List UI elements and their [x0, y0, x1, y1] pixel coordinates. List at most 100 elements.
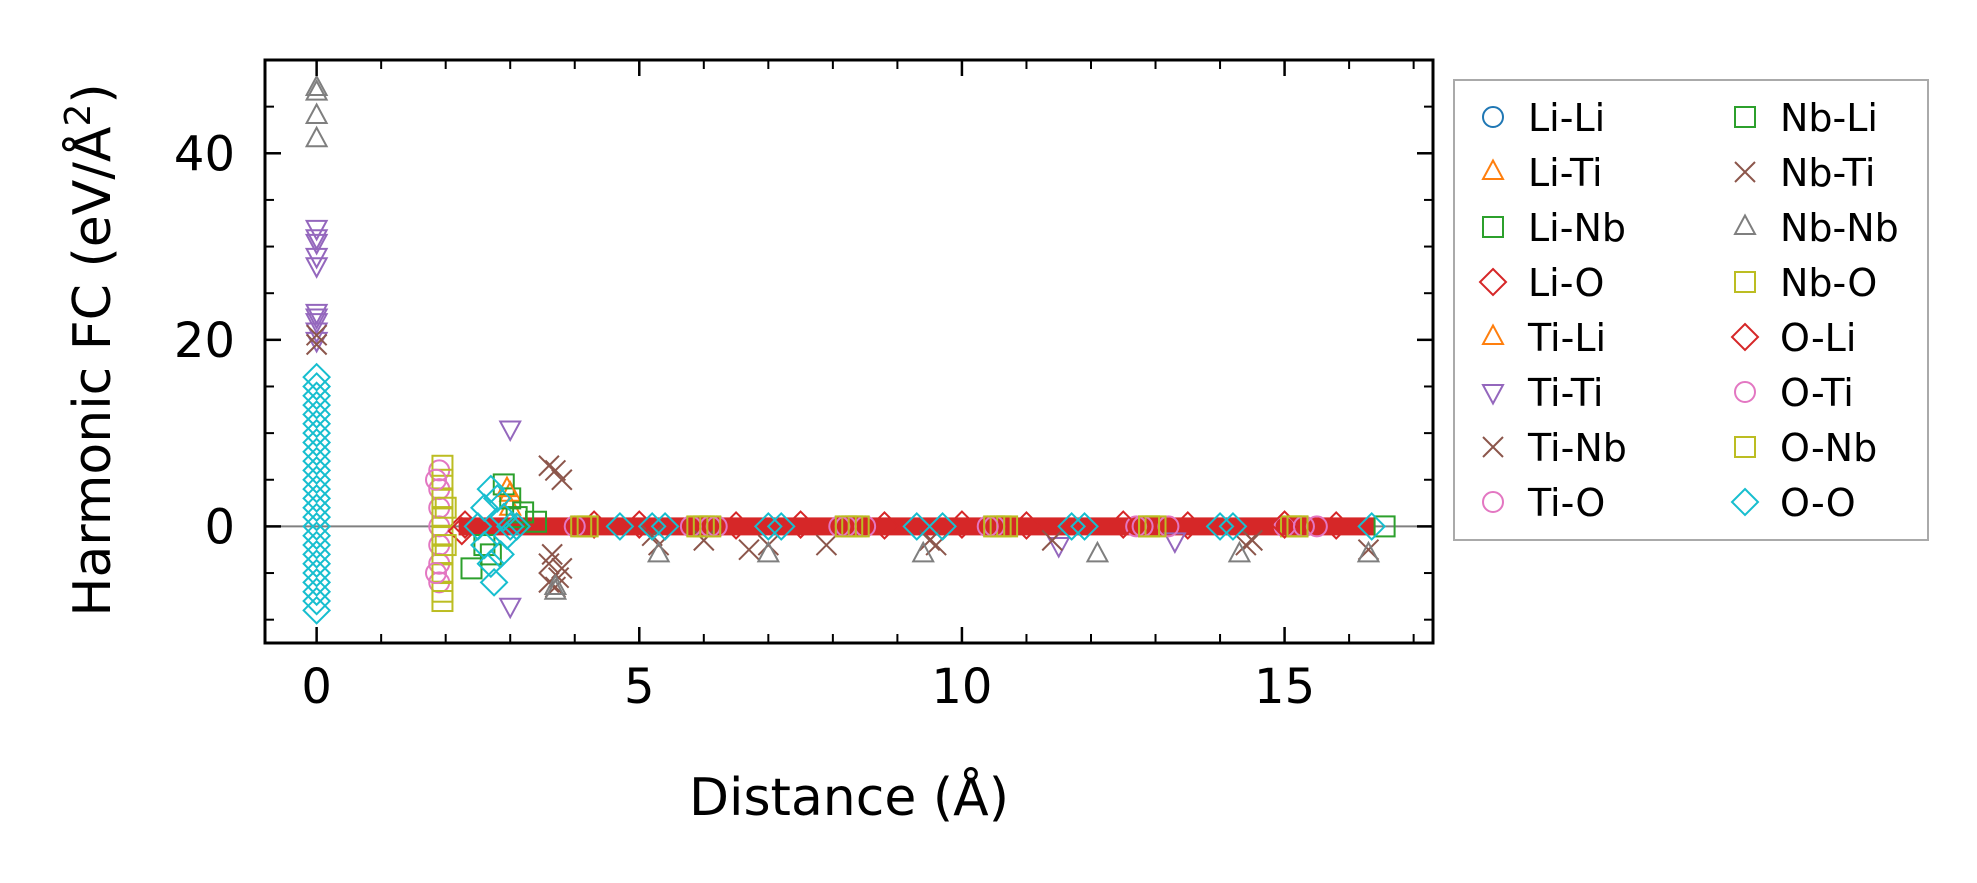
data-point — [492, 521, 522, 551]
data-point — [502, 511, 532, 541]
legend-marker — [1481, 323, 1505, 345]
legend-label: Li-O — [1528, 261, 1604, 305]
data-point — [1373, 515, 1396, 538]
data-point — [476, 549, 506, 579]
legend-marker — [1730, 487, 1760, 517]
data-point — [495, 511, 525, 541]
data-point — [498, 597, 522, 620]
legend-label: O-Nb — [1780, 426, 1877, 470]
data-point — [431, 590, 454, 613]
legend-label: O-Ti — [1780, 371, 1854, 415]
data-point — [1085, 540, 1110, 563]
legend-item: O-O — [1730, 481, 1856, 525]
data-point — [1270, 510, 1299, 539]
data-point — [870, 511, 899, 540]
legend-marker — [1734, 106, 1756, 128]
legend-item: Nb-Ti — [1734, 151, 1875, 195]
data-point — [304, 229, 329, 251]
data-point — [983, 515, 1006, 538]
data-point — [302, 502, 332, 532]
data-point — [1041, 529, 1063, 552]
data-point — [489, 502, 519, 532]
data-point — [302, 465, 332, 495]
legend-marker — [1482, 106, 1504, 128]
data-point — [302, 456, 332, 485]
data-point — [305, 324, 328, 346]
x-tick-label: 0 — [301, 659, 332, 715]
data-point — [425, 562, 448, 585]
legend-marker — [1481, 384, 1505, 406]
series-o-o — [302, 362, 1387, 625]
legend-item: O-Li — [1730, 316, 1856, 360]
data-point — [302, 530, 332, 560]
y-tick-label: 20 — [174, 313, 235, 369]
data-point — [499, 487, 522, 510]
data-point — [447, 516, 477, 546]
data-point — [304, 102, 329, 124]
legend-marker — [1734, 381, 1756, 403]
data-point — [302, 362, 332, 392]
series-ti-ti — [304, 219, 1187, 620]
data-point — [492, 473, 515, 496]
data-point — [911, 540, 935, 563]
data-point — [1047, 537, 1071, 559]
data-point — [479, 567, 509, 597]
legend-label: Nb-Li — [1780, 96, 1878, 140]
legend-label: Ti-O — [1527, 481, 1605, 525]
series-li-o — [450, 510, 1351, 540]
data-point — [650, 511, 680, 541]
series-o-nb — [434, 496, 1309, 557]
legend-item: Li-Li — [1482, 96, 1605, 140]
data-point — [815, 534, 838, 556]
data-point — [302, 586, 332, 616]
li-o-dense-band — [458, 517, 1375, 536]
data-point — [1357, 511, 1387, 541]
data-point — [302, 595, 332, 625]
data-point — [1108, 510, 1138, 539]
legend-label: Nb-Ti — [1780, 151, 1875, 195]
legend-item: Nb-Li — [1734, 96, 1878, 140]
data-point — [1321, 511, 1351, 540]
legend-item: Ti-Nb — [1482, 426, 1627, 470]
data-point — [302, 549, 332, 579]
data-point — [1286, 515, 1309, 538]
legend-item: O-Ti — [1734, 371, 1854, 415]
x-tick-label: 15 — [1254, 659, 1315, 715]
data-point — [302, 558, 332, 588]
data-point — [757, 534, 780, 556]
data-point — [302, 372, 332, 401]
data-point — [928, 511, 957, 541]
y-axis-label-close: ) — [63, 83, 123, 103]
legend-marker — [1733, 213, 1757, 235]
legend-marker — [1482, 436, 1504, 458]
data-point — [605, 511, 635, 541]
legend-marker — [1482, 491, 1504, 513]
data-point — [302, 446, 332, 476]
data-point — [1205, 511, 1235, 541]
data-point — [460, 557, 483, 580]
y-tick-label: 40 — [174, 126, 235, 182]
data-point — [543, 573, 568, 596]
data-point — [551, 469, 573, 491]
data-point — [1057, 511, 1087, 541]
data-point — [538, 553, 560, 575]
legend-marker — [1478, 267, 1508, 297]
legend-label: Ti-Ti — [1527, 371, 1603, 415]
data-point — [302, 577, 332, 607]
data-point — [302, 390, 332, 420]
series-o-li — [447, 510, 1299, 546]
legend-item: Nb-Nb — [1733, 206, 1899, 250]
legend-item: Li-Nb — [1482, 206, 1626, 250]
data-point — [646, 540, 671, 563]
data-point — [302, 567, 332, 597]
data-point — [753, 511, 783, 541]
data-point — [434, 534, 457, 557]
data-point — [902, 511, 932, 541]
legend-marker — [1481, 158, 1505, 180]
data-point — [834, 515, 857, 538]
data-point — [304, 79, 329, 101]
data-point — [1241, 529, 1264, 552]
data-point — [1138, 515, 1161, 538]
data-point — [544, 459, 567, 482]
y-axis-label: Harmonic FC (eV/Å2) — [58, 83, 123, 616]
